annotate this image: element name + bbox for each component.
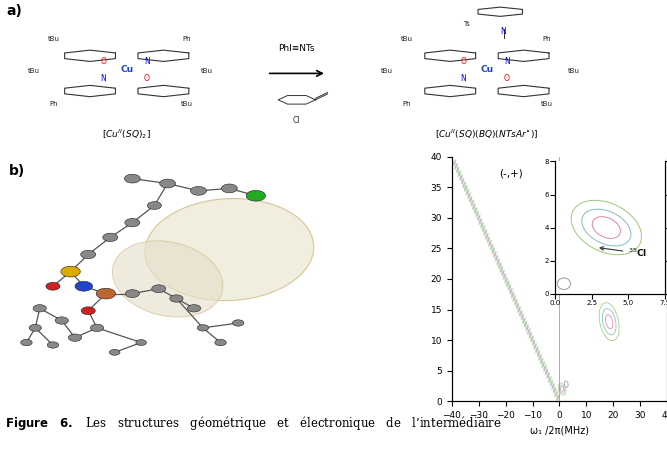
Circle shape	[33, 305, 46, 312]
Circle shape	[170, 295, 183, 302]
Circle shape	[124, 174, 140, 183]
Text: Cu: Cu	[120, 65, 133, 74]
Text: Ph: Ph	[403, 100, 411, 106]
Circle shape	[232, 320, 244, 326]
Circle shape	[68, 334, 81, 341]
Circle shape	[151, 285, 166, 293]
Text: O: O	[101, 57, 106, 66]
Text: Ph: Ph	[49, 100, 57, 106]
Circle shape	[191, 187, 206, 195]
Circle shape	[96, 288, 115, 299]
Text: N: N	[101, 74, 106, 83]
Text: N: N	[504, 57, 510, 66]
Text: Cu: Cu	[480, 65, 494, 74]
Circle shape	[29, 325, 41, 332]
Text: tBu: tBu	[541, 100, 553, 106]
Text: tBu: tBu	[27, 69, 39, 75]
Ellipse shape	[112, 241, 223, 317]
Text: $[Cu^{II}(SQ)_2]$: $[Cu^{II}(SQ)_2]$	[102, 127, 151, 141]
Text: (+,+): (+,+)	[567, 169, 595, 179]
Text: Ts: Ts	[464, 21, 470, 27]
Text: tBu: tBu	[401, 36, 413, 42]
Text: $[Cu^{II}(SQ)(BQ)(NTsAr^{\bullet})]$: $[Cu^{II}(SQ)(BQ)(NTsAr^{\bullet})]$	[436, 127, 538, 141]
Circle shape	[197, 325, 209, 331]
Circle shape	[246, 190, 265, 201]
Text: O: O	[144, 74, 149, 83]
Text: $\mathbf{Figure\ \ \ 6.}$   Les   structures   géométrique   et   électronique  : $\mathbf{Figure\ \ \ 6.}$ Les structures…	[5, 413, 502, 432]
Circle shape	[103, 233, 118, 242]
Text: tBu: tBu	[381, 69, 393, 75]
Circle shape	[81, 250, 96, 259]
Circle shape	[147, 201, 161, 209]
Circle shape	[91, 324, 103, 332]
Circle shape	[46, 282, 60, 290]
Text: PhI≡NTs: PhI≡NTs	[279, 44, 315, 53]
Circle shape	[159, 179, 175, 188]
Circle shape	[21, 339, 32, 346]
Text: tBu: tBu	[568, 69, 580, 75]
Circle shape	[75, 282, 93, 291]
Text: Cl: Cl	[293, 116, 301, 125]
Circle shape	[215, 339, 226, 346]
Text: N: N	[144, 57, 149, 66]
Text: N: N	[501, 27, 506, 36]
Circle shape	[187, 305, 201, 312]
Circle shape	[221, 184, 237, 193]
Text: tBu: tBu	[201, 69, 213, 75]
Circle shape	[47, 342, 59, 348]
Text: tBu: tBu	[181, 100, 193, 106]
Text: tBu: tBu	[47, 36, 59, 42]
Text: b): b)	[9, 164, 25, 178]
Text: O: O	[461, 57, 466, 66]
Circle shape	[136, 339, 147, 345]
Ellipse shape	[145, 199, 313, 300]
Text: (-,+): (-,+)	[499, 169, 523, 179]
Text: N: N	[461, 74, 466, 83]
Text: Ph: Ph	[183, 36, 191, 42]
Text: Ph: Ph	[543, 36, 551, 42]
Text: O: O	[504, 74, 510, 83]
Circle shape	[81, 307, 95, 315]
Circle shape	[55, 317, 68, 324]
X-axis label: ω₁ /2π(MHz): ω₁ /2π(MHz)	[530, 425, 589, 436]
Circle shape	[125, 290, 139, 298]
Circle shape	[109, 350, 120, 355]
Text: a): a)	[7, 5, 23, 19]
Circle shape	[125, 219, 140, 227]
Circle shape	[61, 266, 80, 277]
